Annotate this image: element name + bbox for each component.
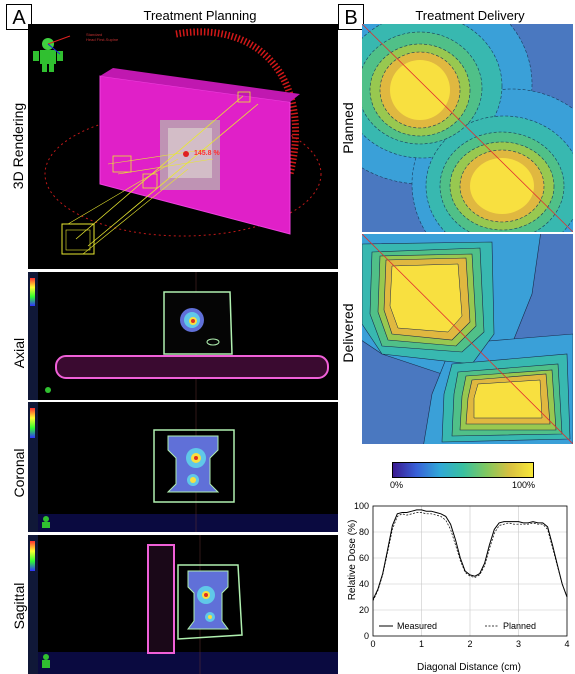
chart-axes: 0 20 40 60 80 100 0 1 2 3 4 xyxy=(354,501,570,649)
x-tick-label: 3 xyxy=(516,639,521,649)
dose-readout: 145.8 % xyxy=(194,150,220,157)
sagittal-colorscale xyxy=(30,541,35,571)
sagittal-graphic xyxy=(42,535,243,674)
series-line-planned xyxy=(372,512,568,602)
chart-series xyxy=(372,509,568,602)
row-label-sagittal: Sagittal xyxy=(11,582,27,630)
y-tick-label: 100 xyxy=(354,501,369,511)
chart-xlabel: Diagonal Distance (cm) xyxy=(417,662,521,673)
dose-profile-chart: 0 20 40 60 80 100 0 1 2 3 4 Measured Planned Diagon… xyxy=(347,501,570,673)
axial-graphic xyxy=(45,272,329,400)
coronal-bottom-bar xyxy=(38,514,338,532)
x-tick-label: 4 xyxy=(564,639,569,649)
chart-ylabel: Relative Dose (%) xyxy=(347,520,358,601)
plot-frame xyxy=(372,505,568,637)
colorbar-min-label: 0% xyxy=(390,480,404,490)
x-tick-label: 0 xyxy=(370,639,375,649)
planned-dose-map[interactable] xyxy=(362,24,573,232)
y-tick-label: 80 xyxy=(359,527,369,537)
row-label-coronal: Coronal xyxy=(11,448,27,498)
rendering-3d-graphic xyxy=(33,28,322,255)
sagittal-view[interactable] xyxy=(28,535,338,674)
sagittal-bottom-bar xyxy=(38,652,338,674)
planned-dose-graphic xyxy=(362,24,573,232)
row-label-delivered: Delivered xyxy=(340,303,356,363)
coronal-graphic xyxy=(42,402,235,532)
axial-side-scale xyxy=(28,272,38,400)
panel-a-letter: A xyxy=(6,4,32,30)
panel-a-title: Treatment Planning xyxy=(143,8,257,23)
rendering-orientation-line2: Head First-Supine xyxy=(86,37,119,42)
axial-colorscale xyxy=(30,278,35,306)
rendering-3d-view[interactable]: Standard Head First-Supine 145.8 % xyxy=(28,24,338,269)
coronal-side-scale xyxy=(28,402,38,532)
legend-label-measured: Measured xyxy=(397,621,437,631)
coronal-view[interactable] xyxy=(28,402,338,532)
y-tick-label: 0 xyxy=(364,631,369,641)
row-label-axial: Axial xyxy=(11,337,27,369)
y-tick-label: 40 xyxy=(359,579,369,589)
chart-legend: Measured Planned xyxy=(379,621,536,631)
axial-view[interactable] xyxy=(28,272,338,400)
delivered-dose-map[interactable] xyxy=(362,234,573,444)
chart-grid xyxy=(373,506,567,636)
panel-b-letter: B xyxy=(338,4,364,30)
rendering-orientation-line1: Standard xyxy=(86,32,103,37)
row-label-3d-rendering: 3D Rendering xyxy=(10,102,26,190)
x-tick-label: 2 xyxy=(467,639,472,649)
delivered-dose-graphic xyxy=(362,234,573,444)
legend-label-planned: Planned xyxy=(503,621,536,631)
sagittal-side-scale xyxy=(28,535,38,674)
y-tick-label: 20 xyxy=(359,605,369,615)
coronal-colorscale xyxy=(30,408,35,438)
colorbar-max-label: 100% xyxy=(512,480,536,490)
series-line-measured xyxy=(372,509,568,600)
row-label-planned: Planned xyxy=(340,102,356,154)
x-tick-label: 1 xyxy=(419,639,424,649)
dose-colorbar xyxy=(392,462,534,478)
y-tick-label: 60 xyxy=(359,553,369,563)
panel-b-title: Treatment Delivery xyxy=(415,8,525,23)
